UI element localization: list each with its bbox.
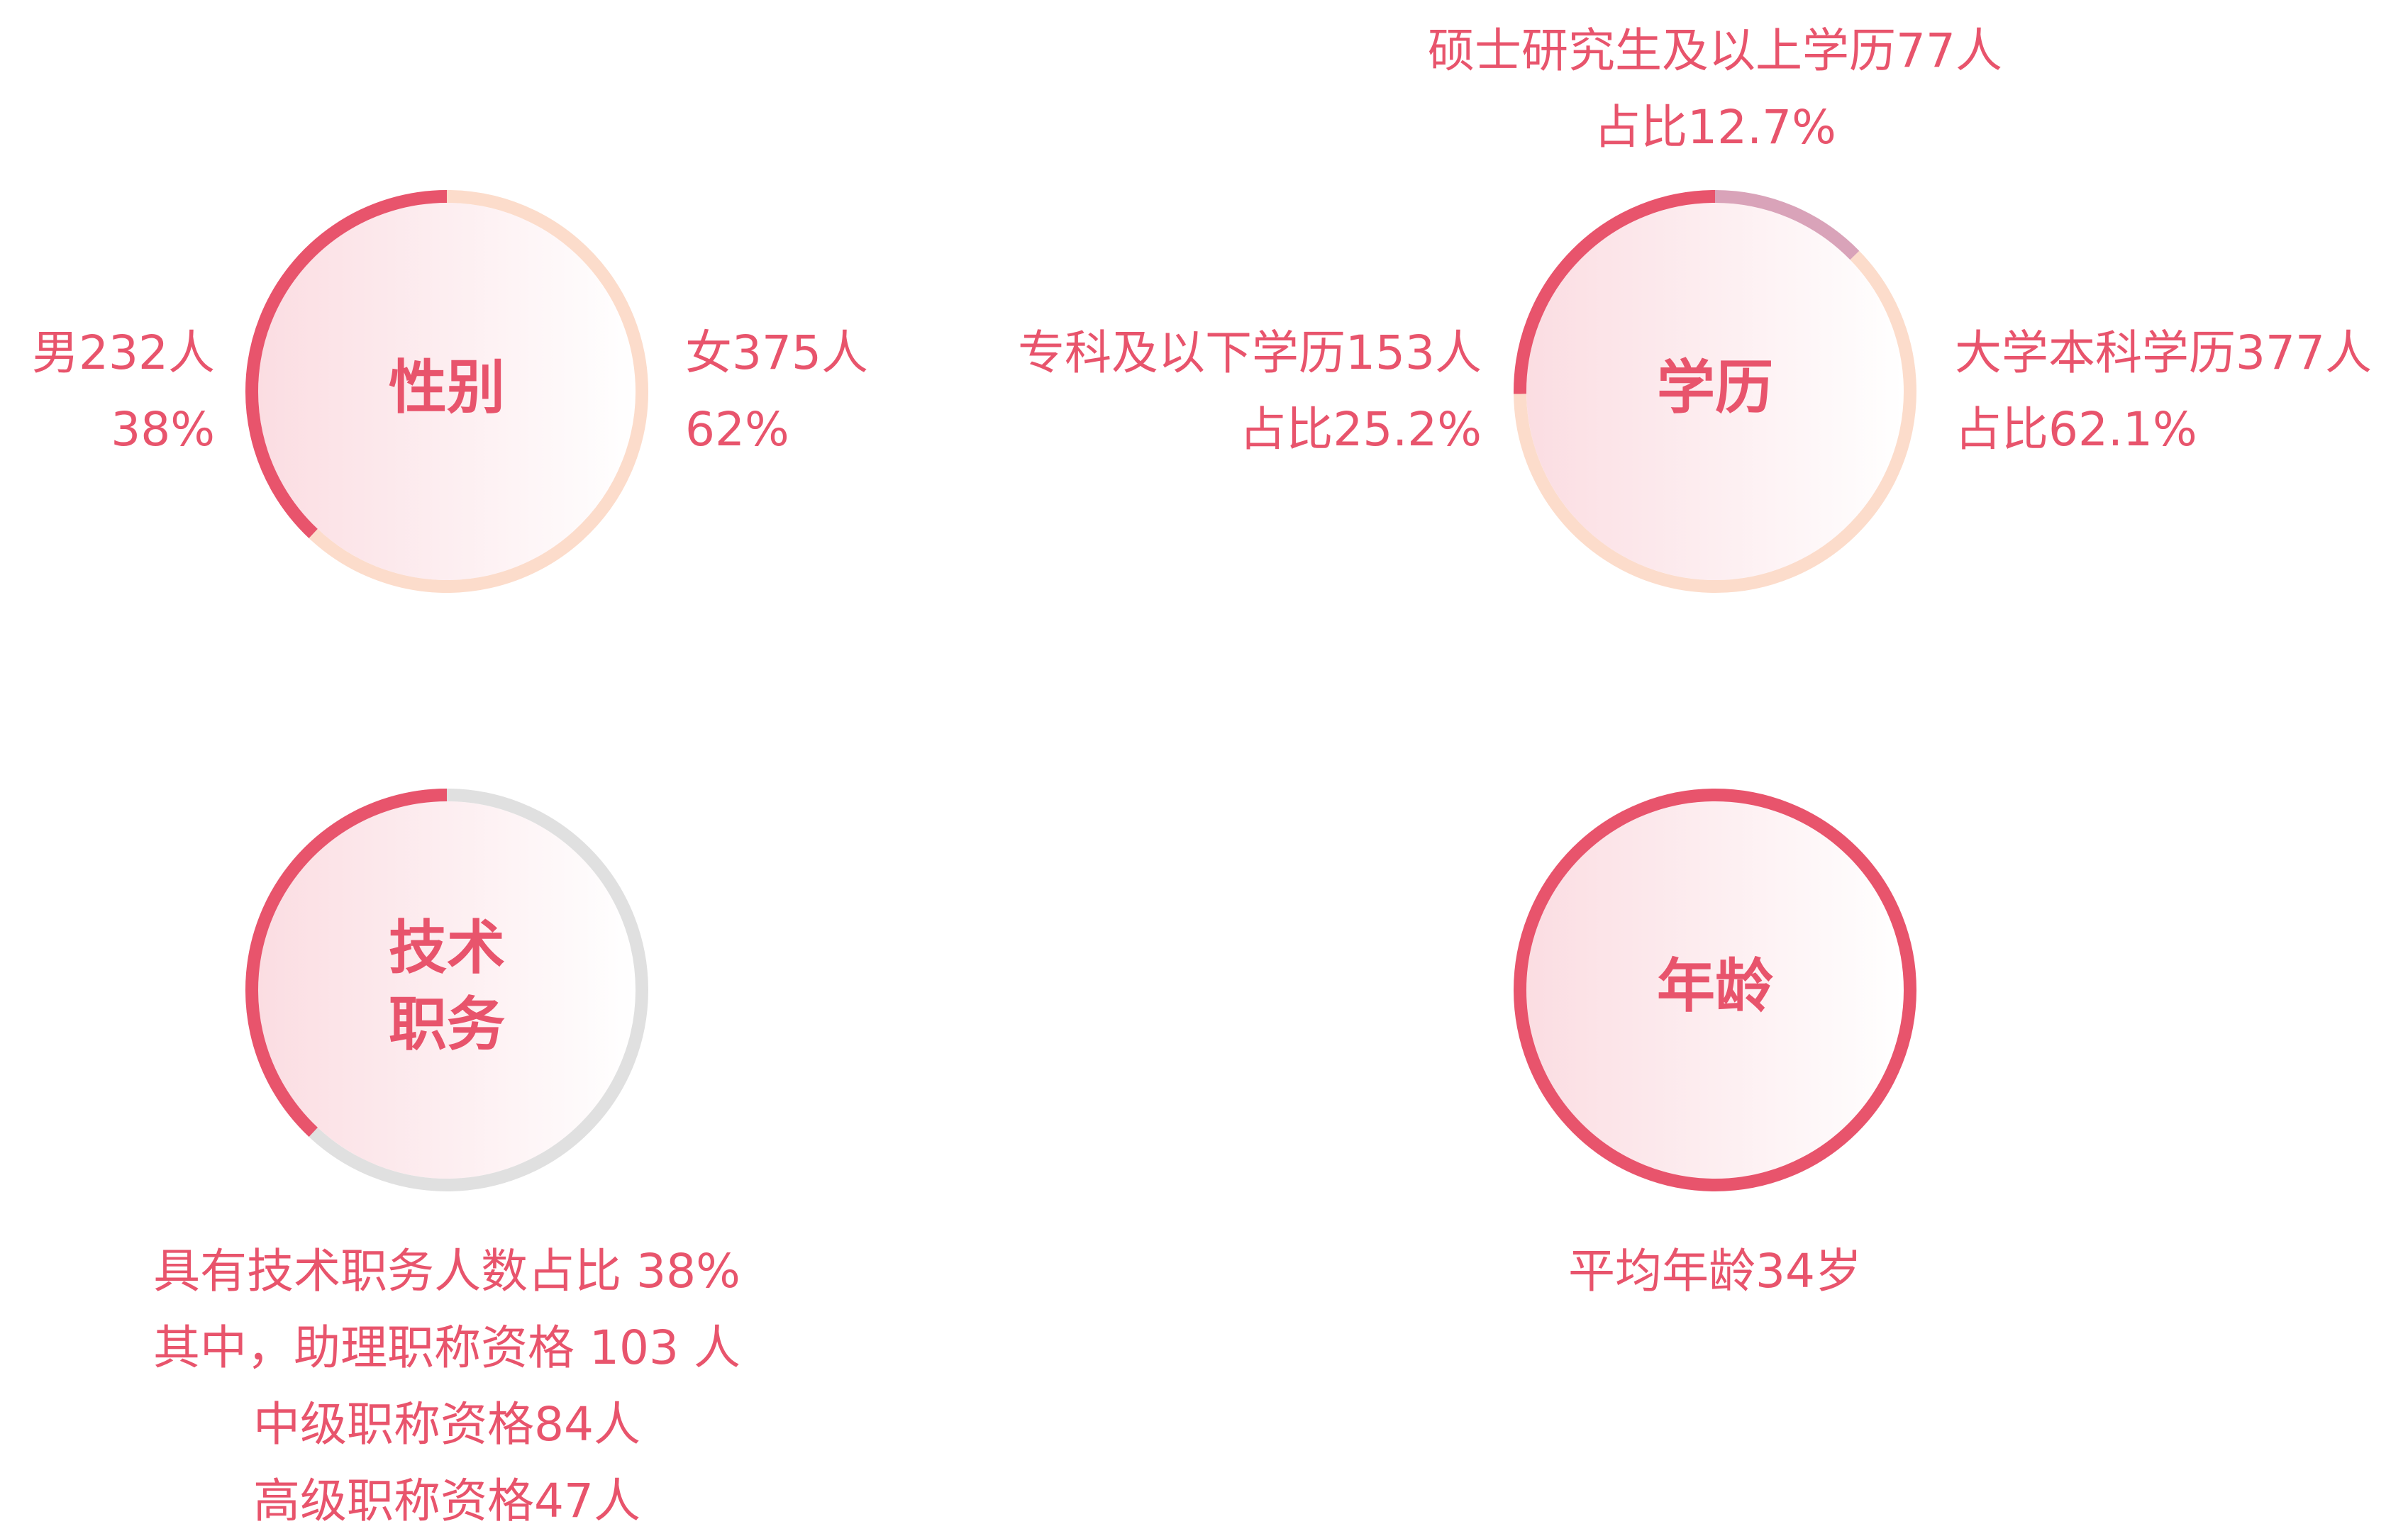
category-label: 专科及以下学历153人 xyxy=(1018,326,1482,380)
ring-title: 年龄 xyxy=(1657,952,1773,1020)
ring-segment xyxy=(1714,190,1860,260)
value-label: 占比62.1% xyxy=(1955,402,2197,457)
annotation: 中级职称资格84人 xyxy=(253,1397,640,1452)
annotation: 其中，助理职称资格 103 人 xyxy=(153,1320,740,1375)
ring-segment xyxy=(1514,250,1916,593)
ring-segment xyxy=(1514,190,1716,394)
ring-inner xyxy=(258,203,636,580)
ring-title: 学历 xyxy=(1657,354,1773,421)
annotation: 平均年龄34岁 xyxy=(1568,1244,1862,1298)
ring-title: 职务 xyxy=(389,991,505,1058)
ring-segment xyxy=(245,190,448,539)
value-label: 占比12.7% xyxy=(1594,100,1836,155)
category-label: 男232人 xyxy=(32,326,215,380)
ring-title: 性别 xyxy=(389,354,505,421)
category-label: 女375人 xyxy=(685,326,868,380)
value-label: 具有技术职务人数占比 38% xyxy=(153,1244,740,1298)
ring-track xyxy=(1514,789,1916,1191)
value-label: 38% xyxy=(111,402,215,457)
ring-title: 技术 xyxy=(389,914,505,981)
ring-inner xyxy=(1526,801,1904,1179)
ring-segment xyxy=(309,190,648,593)
value-label: 62% xyxy=(685,402,789,457)
ring-inner xyxy=(258,801,636,1179)
ring-inner xyxy=(1526,203,1904,580)
value-label: 占比25.2% xyxy=(1239,402,1482,457)
ring-segment xyxy=(245,789,448,1138)
category-label: 大学本科学历377人 xyxy=(1955,326,2372,380)
annotation: 高级职称资格47人 xyxy=(253,1474,640,1524)
category-label: 硕士研究生及以上学历77人 xyxy=(1428,23,2002,78)
